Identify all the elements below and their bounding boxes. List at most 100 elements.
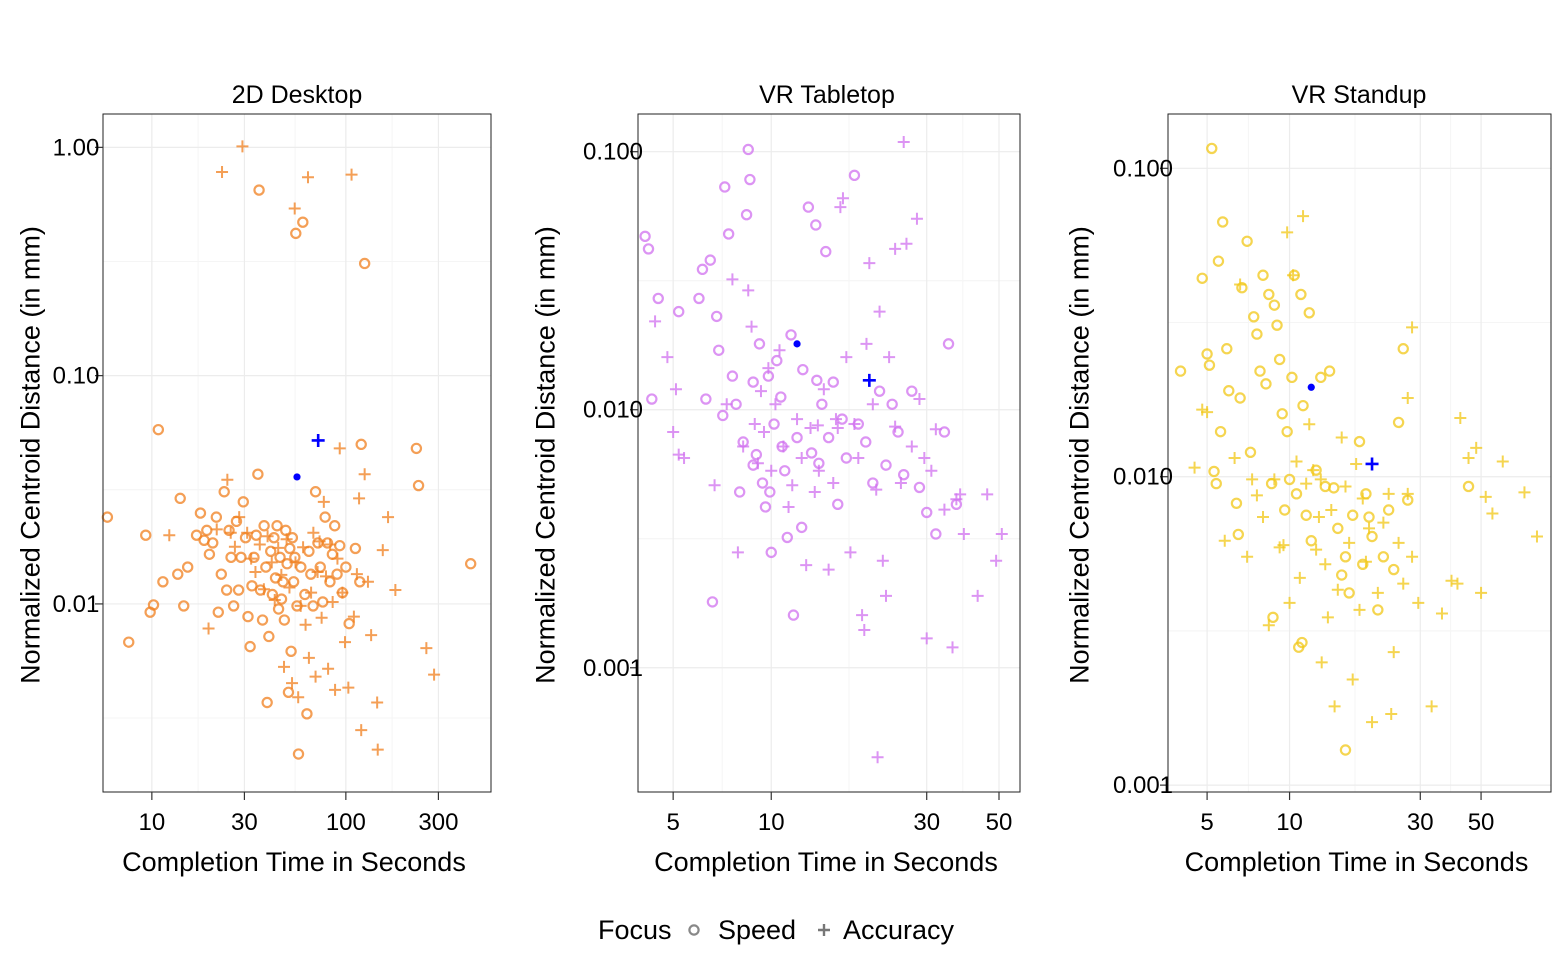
data-point-speed bbox=[1257, 269, 1269, 281]
data-point-speed bbox=[1336, 569, 1348, 581]
data-point-accuracy bbox=[317, 495, 330, 508]
data-point-speed bbox=[235, 551, 247, 564]
data-point-speed bbox=[1221, 343, 1233, 355]
data-point-speed bbox=[765, 546, 777, 559]
data-point-speed bbox=[740, 208, 753, 221]
data-point-speed bbox=[921, 506, 933, 519]
y-axis: 0.001 0.010 0.100 bbox=[1113, 155, 1173, 799]
data-point-speed bbox=[1271, 319, 1283, 331]
data-point-accuracy bbox=[382, 511, 395, 524]
x-tick-label: 50 bbox=[986, 809, 1013, 836]
data-point-accuracy bbox=[253, 538, 266, 551]
data-point-speed bbox=[764, 486, 776, 498]
panel-2: 0.001 0.010 0.100 5 10 30 50 VR Tabletop Complet… bbox=[530, 81, 1021, 877]
data-point-accuracy bbox=[678, 452, 691, 465]
x-axis-title: Completion Time in Seconds bbox=[122, 847, 466, 877]
y-axis-title: Normalized Centroid Distance (in mm) bbox=[15, 226, 45, 684]
data-point-speed bbox=[942, 338, 955, 350]
data-point-accuracy bbox=[995, 527, 1008, 540]
x-tick-label: 30 bbox=[913, 809, 940, 836]
data-point-accuracy bbox=[331, 552, 344, 565]
data-point-accuracy bbox=[342, 681, 355, 694]
data-point-accuracy bbox=[1401, 487, 1414, 500]
legend: Focus Speed Accuracy bbox=[598, 915, 955, 945]
plot-background bbox=[1168, 114, 1551, 792]
data-point-accuracy bbox=[1325, 503, 1338, 516]
data-point-speed bbox=[284, 542, 296, 555]
data-point-accuracy bbox=[889, 420, 902, 433]
data-point-speed bbox=[1268, 299, 1281, 311]
data-points bbox=[639, 136, 1008, 764]
series-accuracy bbox=[649, 136, 1008, 764]
data-point-speed bbox=[1276, 408, 1288, 420]
data-point-speed bbox=[1363, 511, 1375, 523]
data-point-speed bbox=[272, 603, 285, 615]
y-axis-title: Normalized Centroid Distance (in mm) bbox=[530, 226, 560, 684]
data-point-speed bbox=[1295, 288, 1307, 301]
data-point-accuracy bbox=[795, 452, 808, 465]
data-point-accuracy bbox=[1262, 619, 1275, 632]
x-axis-title: Completion Time in Seconds bbox=[654, 847, 998, 877]
data-point-accuracy bbox=[880, 589, 893, 602]
data-point-speed bbox=[1234, 392, 1246, 404]
data-point-speed bbox=[1323, 365, 1336, 377]
data-point-speed bbox=[265, 545, 277, 558]
data-point-accuracy bbox=[762, 362, 775, 375]
data-point-accuracy bbox=[777, 440, 790, 453]
data-point-accuracy bbox=[754, 385, 767, 398]
panel-border bbox=[637, 113, 1021, 793]
data-point-speed bbox=[268, 532, 280, 544]
data-point-accuracy bbox=[954, 488, 967, 501]
panel-1: 0.01 0.10 1.00 10 30 100 300 2D Desktop Completi… bbox=[15, 81, 492, 877]
data-point-accuracy bbox=[905, 440, 918, 453]
plot-background bbox=[103, 114, 491, 792]
data-point-speed bbox=[717, 409, 729, 422]
panel-border bbox=[1167, 113, 1552, 793]
data-point-accuracy bbox=[1307, 464, 1320, 477]
data-point-speed bbox=[733, 486, 746, 498]
data-point-accuracy bbox=[1406, 321, 1419, 334]
data-point-speed bbox=[1223, 385, 1235, 397]
data-point-speed bbox=[775, 391, 787, 403]
y-axis-title: Normalized Centroid Distance (in mm) bbox=[1064, 226, 1094, 684]
data-point-speed bbox=[822, 431, 835, 444]
data-point-speed bbox=[867, 477, 879, 489]
data-point-speed bbox=[1260, 378, 1272, 390]
data-point-speed bbox=[172, 568, 184, 580]
data-point-speed bbox=[1462, 480, 1475, 493]
y-tick-label: 0.10 bbox=[53, 363, 100, 390]
data-point-accuracy bbox=[871, 751, 884, 764]
gridlines bbox=[638, 114, 1020, 792]
data-point-accuracy bbox=[1321, 611, 1334, 624]
data-point-speed bbox=[140, 529, 152, 541]
data-point-accuracy bbox=[326, 595, 339, 608]
x-tick-label: 10 bbox=[758, 809, 785, 836]
data-point-accuracy bbox=[1335, 431, 1348, 444]
data-point-accuracy bbox=[1346, 673, 1359, 686]
data-point-accuracy bbox=[1451, 577, 1464, 590]
data-point-accuracy bbox=[827, 477, 840, 490]
data-point-speed bbox=[1203, 359, 1216, 371]
data-point-accuracy bbox=[163, 529, 176, 542]
data-point-accuracy bbox=[1371, 586, 1384, 599]
data-point-speed bbox=[227, 600, 240, 612]
data-point-speed bbox=[123, 636, 135, 648]
data-point-speed bbox=[1382, 504, 1395, 516]
data-point-speed bbox=[756, 477, 769, 489]
data-point-accuracy bbox=[822, 563, 835, 576]
data-point-speed bbox=[860, 436, 872, 448]
data-point-accuracy bbox=[1300, 477, 1313, 490]
gridlines bbox=[1168, 114, 1551, 792]
data-point-accuracy bbox=[1331, 583, 1344, 596]
data-point-accuracy bbox=[322, 662, 335, 675]
data-point-speed bbox=[343, 617, 355, 630]
data-point-speed bbox=[1216, 216, 1229, 228]
data-point-speed bbox=[237, 496, 249, 508]
data-point-speed bbox=[355, 438, 367, 451]
data-point-accuracy bbox=[428, 668, 441, 681]
data-point-accuracy bbox=[305, 586, 318, 599]
data-point-accuracy bbox=[669, 383, 682, 396]
data-point-accuracy bbox=[773, 344, 786, 357]
data-point-accuracy bbox=[897, 136, 910, 149]
